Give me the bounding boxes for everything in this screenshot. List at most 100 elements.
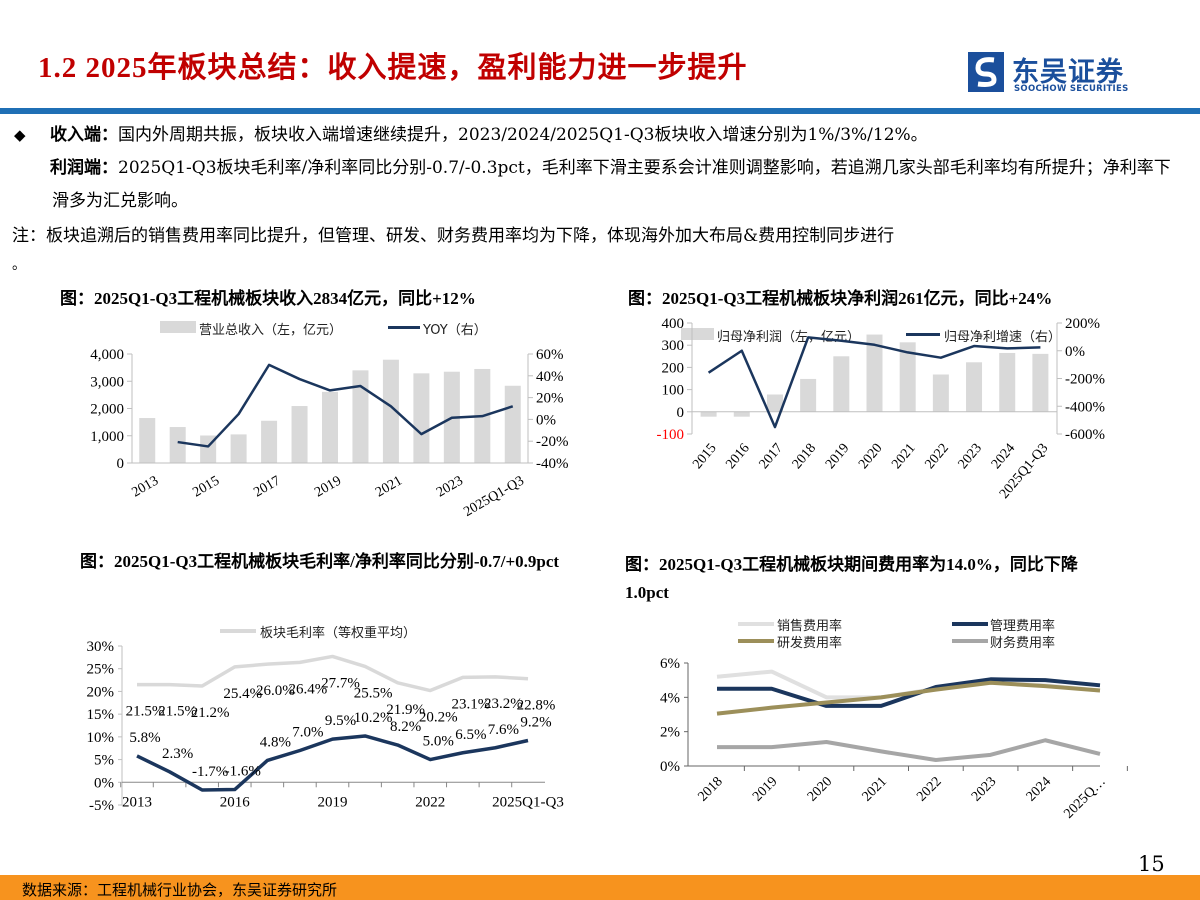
chart2-bar-2020 (866, 334, 883, 412)
chart2-x-label-2020: 2020 (856, 441, 885, 472)
diamond-bullet-icon: ◆ (14, 126, 26, 144)
chart3-y-tick-label: 0% (94, 775, 114, 791)
legend-label-finance: 财务费用率 (990, 636, 1056, 651)
chart4-x-label-2025Q…: 2025Q… (1061, 774, 1108, 821)
chart2-left-tick-label: 200 (662, 360, 685, 376)
chart3-x-label-2022: 2022 (415, 794, 445, 810)
note-text: 注：板块追溯后的销售费用率同比提升，但管理、研发、财务费用率均为下降，体现海外加… (12, 226, 895, 246)
chart1-left-tick-label: 2,000 (90, 402, 124, 418)
chart4-admin-line (717, 677, 1101, 708)
legend-label-sales: 销售费用率 (777, 619, 843, 634)
legend-label-revenue: 营业总收入（左，亿元） (199, 323, 343, 338)
legend-label-rnd: 研发费用率 (777, 636, 843, 651)
chart3-gross-data-label: 23.2% (484, 696, 523, 712)
chart3-net-data-label: 5.0% (423, 734, 454, 750)
chart1-right-tick-label: -40% (536, 456, 569, 472)
chart3-net-data-label: -1.6% (225, 764, 261, 780)
chart2-bar-2017 (766, 394, 783, 412)
chart2-bar-2021 (899, 342, 916, 412)
logo-mark-icon (968, 52, 1004, 92)
chart1-left-tick-label: 3,000 (90, 374, 124, 390)
chart1-bar-2017 (261, 420, 278, 463)
chart1-x-label-2021: 2021 (373, 473, 405, 500)
logo-text-en: SOOCHOW SECURITIES (1014, 84, 1129, 94)
header-rule (0, 108, 1200, 114)
chart1-bar-2014 (169, 427, 186, 463)
chart3-net-data-label: -1.7% (192, 764, 228, 780)
chart4-y-tick-label: 4% (660, 690, 680, 706)
chart3-net-data-label: 6.5% (455, 727, 486, 743)
chart3-gross-data-label: 21.2% (191, 705, 230, 721)
chart3-x-label-2013: 2013 (122, 794, 152, 810)
chart4-x-label-2022: 2022 (914, 774, 944, 804)
legend-swatch-net-profit (681, 328, 714, 340)
chart1-title: 图：2025Q1-Q3工程机械板块收入2834亿元，同比+12% (60, 289, 476, 308)
chart3-gross-data-label: 27.7% (321, 675, 360, 691)
chart2-x-label-2018: 2018 (790, 441, 819, 472)
legend-label-admin: 管理费用率 (990, 619, 1056, 634)
legend-swatch-revenue (160, 321, 196, 333)
chart3-x-label-2025Q1-Q3: 2025Q1-Q3 (492, 794, 564, 810)
legend-swatch-yoy (388, 326, 420, 329)
chart1-bar-2025Q1-Q3 (504, 385, 521, 463)
chart3-gross-data-label: 26.0% (256, 683, 295, 699)
chart2-bar-2023 (966, 362, 983, 412)
bullet-text: 2025Q1-Q3板块毛利率/净利率同比分别-0.7/-0.3pct，毛利率下滑… (52, 158, 1171, 211)
logo-text-cn: 东吴证券 (1012, 57, 1124, 88)
bullet-profit: ◆利润端：2025Q1-Q3板块毛利率/净利率同比分别-0.7/-0.3pct，… (14, 152, 1182, 218)
chart1-left-tick-label: 0 (117, 456, 125, 472)
chart2-right-tick-label: 200% (1065, 316, 1100, 332)
legend-label-yoy: YOY（右） (423, 323, 487, 338)
chart4-x-label-2019: 2019 (750, 774, 780, 804)
chart4-finance-line (717, 738, 1101, 762)
legend-swatch-net-growth (906, 333, 940, 336)
chart3-x-label-2016: 2016 (220, 794, 251, 810)
legend-label-net-profit: 归母净利润（左，亿元） (717, 330, 861, 345)
chart4-x-label-2023: 2023 (969, 774, 999, 804)
chart2-right-tick-label: 0% (1065, 344, 1085, 360)
chart3-net-data-label: 4.8% (260, 734, 291, 750)
chart3-title: 图：2025Q1-Q3工程机械板块毛利率/净利率同比分别-0.7/+0.9pct (80, 552, 560, 571)
chart1-left-tick-label: 4,000 (90, 347, 124, 363)
chart3-y-tick-label: 5% (94, 753, 114, 769)
chart1-bar-2019 (322, 391, 338, 463)
chart1-bar-2016 (230, 434, 247, 463)
bullet-text: 国内外周期共振，板块收入端增速继续提升，2023/2024/2025Q1-Q3板… (118, 125, 928, 145)
chart3-y-tick-label: 30% (87, 639, 115, 655)
bullet-revenue: ◆ 收入端：国内外周期共振，板块收入端增速继续提升，2023/2024/2025Q… (14, 119, 1174, 152)
chart2-bar-2022 (932, 374, 949, 412)
chart2-left-tick-label: 300 (662, 338, 685, 354)
note-tail: 。 (12, 257, 26, 273)
chart2-left-tick-label: 100 (662, 383, 685, 399)
chart1-bar-2021 (382, 359, 399, 463)
chart3-net-margin-line (136, 734, 529, 792)
legend-swatch-sales (738, 622, 774, 626)
chart1-bar-2013 (139, 418, 156, 463)
chart3-gross-data-label: 21.5% (158, 704, 197, 720)
chart3-y-tick-label: 20% (87, 684, 115, 700)
chart3-net-data-label: 2.3% (162, 746, 193, 762)
chart2-growth-line (707, 336, 1041, 429)
chart1-right-tick-label: 20% (536, 391, 564, 407)
chart3-net-data-label: 10.2% (354, 710, 393, 726)
chart1-left-tick-label: 1,000 (90, 429, 124, 445)
chart2-x-label-2016: 2016 (723, 441, 752, 472)
chart3-net-data-label: 9.2% (520, 714, 551, 730)
chart3-gross-data-label: 22.8% (517, 698, 556, 714)
chart1-x-label-2013: 2013 (129, 473, 161, 500)
chart3-gross-data-label: 23.1% (451, 696, 490, 712)
chart4-x-label-2021: 2021 (860, 774, 890, 804)
legend-swatch-rnd (738, 639, 774, 643)
chart3-gross-data-label: 25.4% (223, 686, 262, 702)
chart1-x-label-2015: 2015 (190, 473, 222, 500)
chart2-bar-2025Q1-Q3 (1032, 353, 1049, 412)
chart3-net-data-label: 5.8% (129, 730, 160, 746)
chart3-gross-margin-line (137, 654, 529, 693)
data-source: 数据来源：工程机械行业协会，东吴证券研究所 (22, 881, 338, 899)
chart2-bar-2019 (833, 356, 850, 412)
chart3-y-tick-label: 25% (87, 662, 115, 678)
chart4-y-tick-label: 6% (660, 656, 680, 672)
chart2-x-label-2024: 2024 (989, 441, 1018, 472)
legend-swatch-finance (952, 639, 988, 643)
